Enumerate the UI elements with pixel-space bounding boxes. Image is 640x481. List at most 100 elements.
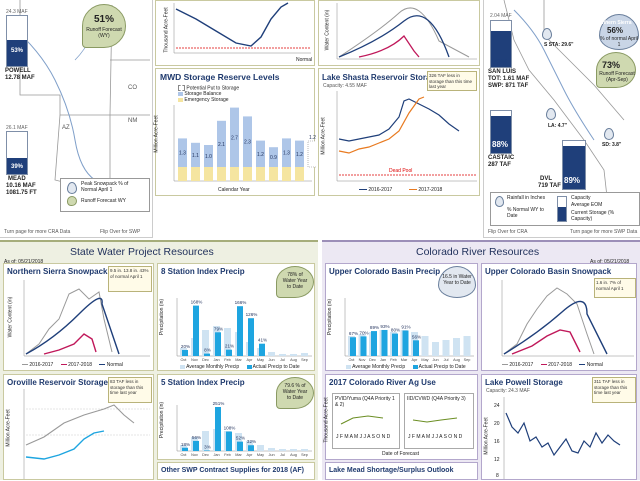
southern-sierra-drop [599, 14, 639, 50]
mwd-potential-bar [307, 140, 316, 168]
ag-pvid-chart [340, 415, 384, 425]
month-tick: May [257, 453, 264, 457]
precip-pct-label: 20% [181, 344, 190, 349]
top-chart-panel: Thousand Acre-Feet Normal [155, 0, 315, 66]
sd-drop [604, 128, 614, 140]
southern-sierra-pct: 56% [607, 26, 624, 35]
ucb-precip-ylabel: Precipitation (in) [327, 298, 334, 336]
precip8-title: 8 Station Index Precip [161, 267, 245, 276]
actual-precip-bar [215, 407, 221, 451]
mead-outlook-panel: Lake Mead Shortage/Surplus Outlook [325, 462, 478, 480]
average-precip-bar [453, 338, 460, 356]
month-tick: Mar [401, 358, 408, 362]
right-runoff-leaf [596, 52, 636, 88]
actual-precip-bar [193, 305, 199, 356]
snow-small-panel: Water Content (in) [318, 0, 480, 66]
shasta-legend-2: 2017-2018 [409, 187, 442, 193]
actual-precip-bar [350, 337, 356, 356]
ucb-precip-panel: Upper Colorado Basin Precip 16.5 in Wate… [325, 263, 478, 371]
mwd-balance-bar [282, 138, 291, 167]
precip8-panel: 8 Station Index Precip 78% of Water Year… [157, 263, 315, 371]
right-runoff-label: Runoff Forecast (Apr-Sep) [599, 71, 635, 83]
mwd-emergency-bar [178, 167, 187, 181]
average-precip-bar [268, 448, 275, 451]
month-tick: Jun [268, 358, 274, 362]
shasta-title: Lake Shasta Reservoir Storage [322, 73, 440, 82]
actual-precip-bar [259, 343, 265, 356]
mwd-balance-bar [295, 140, 304, 167]
actual-precip-bar [381, 329, 388, 356]
actual-precip-bar [360, 336, 367, 356]
oroville-chart [23, 389, 150, 479]
snow-small-chart [336, 3, 477, 60]
mwd-balance-bar [269, 147, 278, 167]
actual-precip-bar [248, 318, 254, 356]
castaic-gauge [490, 110, 512, 154]
mwd-emergency-bar [282, 167, 291, 181]
mwd-balance-bar [217, 120, 226, 167]
precip5-ylabel: Precipitation (in) [159, 401, 166, 439]
mead-name: MEAD [8, 176, 26, 182]
precip-pct-label: 32% [247, 439, 256, 444]
month-tick: Mar [235, 453, 242, 457]
right-map-legend: Rainfall in Inches % Normal WY to Date C… [490, 192, 640, 226]
storage-line-chart [173, 2, 311, 54]
actual-precip-bar [204, 353, 210, 356]
mwd-balance-bar [191, 142, 200, 167]
month-tick: Sep [464, 358, 471, 362]
actual-precip-bar [182, 350, 188, 356]
month-tick: Nov [191, 358, 198, 362]
precip-pct-label: 108% [224, 426, 236, 431]
mwd-legend-emergency: Emergency Storage [178, 97, 229, 103]
mwd-balance-bar [230, 107, 239, 167]
runoff-legend-icon [67, 196, 77, 206]
actual-precip-bar [226, 431, 232, 451]
cr-header: Colorado River Resources [416, 246, 540, 258]
lake-powell-panel: Lake Powell Storage Capacity: 24.3 MAF 3… [481, 374, 637, 480]
precip8-leaf [276, 266, 314, 298]
lake-powell-title: Lake Powell Storage [485, 378, 563, 387]
precip-pct-label: 80% [391, 328, 400, 333]
actual-precip-bar [226, 349, 232, 356]
month-tick: Oct [181, 453, 188, 457]
precip5-leaf [276, 377, 314, 409]
ns-snow-title: Northern Sierra Snowpack [7, 267, 108, 276]
actual-precip-bar [193, 440, 199, 451]
ag-iid-chart [412, 417, 458, 423]
precip-pct-label: 3% [204, 444, 211, 449]
ssta-drop [542, 28, 552, 40]
powell-capacity: 24.3 MAF [6, 9, 28, 15]
ucb-precip-legend: Average Monthly Precip Actual Precip to … [346, 364, 466, 370]
lake-powell-ytick-24: 24 [494, 403, 500, 409]
ssta-label: S STA: 29.6" [544, 42, 574, 48]
precip-pct-label: 41% [258, 338, 267, 343]
powell-volume: 12.78 MAF [5, 75, 35, 81]
actual-precip-bar [371, 331, 377, 356]
mwd-bar-label: 1.2 [257, 152, 264, 158]
month-tick: Dec [202, 358, 209, 362]
oroville-title: Oroville Reservoir Storage [7, 378, 108, 387]
precip8-note: 78% of Water Year to Date [282, 272, 308, 290]
ucb-snow-note: 1.6 in. 7% of normal April 1 [594, 278, 636, 298]
castaic-pct: 88% [492, 140, 509, 149]
ag-date-label: Date of Forecast [382, 451, 419, 457]
month-tick: Jan [213, 358, 219, 362]
lake-powell-note: 311 TAF less in storage than this time l… [592, 377, 636, 403]
mwd-emergency-bar [243, 167, 252, 181]
actual-precip-bar [402, 330, 409, 356]
actual-precip-bar [413, 340, 419, 356]
ag-iid-box: IID/CVWD (Q4A Priority 3) J F M A M J J … [404, 393, 474, 449]
actual-precip-bar [204, 450, 210, 451]
dvl-vol: 719 TAF [538, 183, 561, 189]
precip-pct-label: 79% [214, 326, 223, 331]
sanluis-capacity: 2.04 MAF [490, 13, 512, 19]
ag-pvid-x: J F M A M J J A S O N D [336, 434, 391, 440]
precip-pct-label: 56% [412, 334, 421, 339]
runoff-label: Runoff Forecast (WY) [86, 27, 122, 39]
precip5-chart: Oct Nov Dec Jan Feb Mar Apr May Jun Jul Aug Sep18%5… [176, 401, 312, 457]
mwd-top-label: 1.2 [309, 135, 316, 141]
lake-powell-capacity: Capacity: 24.3 MAF [486, 388, 530, 394]
month-tick: Dec [202, 453, 209, 457]
mwd-balance-bar [178, 138, 187, 167]
ucb-snow-panel: Upper Colorado Basin Snowpack 1.6 in. 7%… [481, 263, 637, 371]
